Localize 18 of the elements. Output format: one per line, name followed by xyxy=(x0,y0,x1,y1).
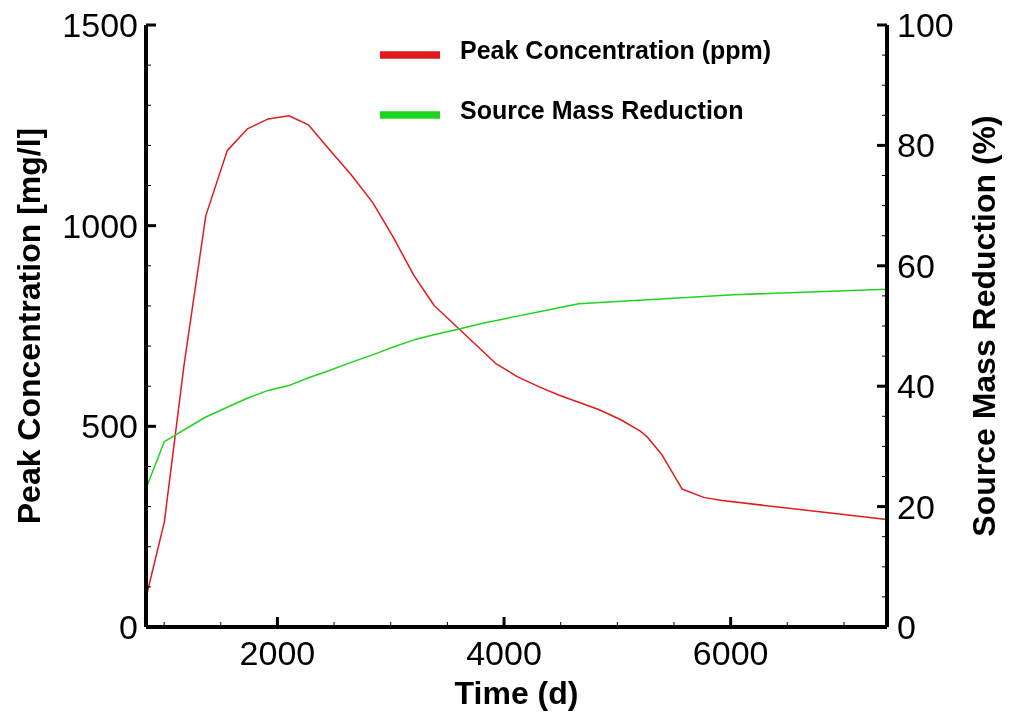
y-axis-title: Peak Concentration [mg/l] xyxy=(11,127,47,525)
x-tick-label: 4000 xyxy=(466,634,542,672)
y-tick-label: 1000 xyxy=(62,206,138,245)
y-tick-label: 0 xyxy=(119,608,138,646)
y-tick-label: 500 xyxy=(81,407,138,446)
x-axis-title: Time (d) xyxy=(454,675,579,711)
legend-label: Source Mass Reduction xyxy=(460,95,744,124)
y2-tick-label: 80 xyxy=(897,126,935,165)
y2-tick-label: 40 xyxy=(897,367,935,406)
y2-axis-title: Source Mass Reduction (%) xyxy=(966,115,1002,537)
y2-tick-label: 60 xyxy=(897,246,935,285)
x-tick-label: 6000 xyxy=(692,634,769,672)
y-tick-label: 1500 xyxy=(62,6,138,44)
x-tick-label: 2000 xyxy=(239,634,316,672)
legend-label: Peak Concentration (ppm) xyxy=(460,35,772,64)
y2-tick-label: 100 xyxy=(897,6,954,44)
y2-tick-label: 0 xyxy=(897,608,916,646)
y2-tick-label: 20 xyxy=(897,487,935,526)
